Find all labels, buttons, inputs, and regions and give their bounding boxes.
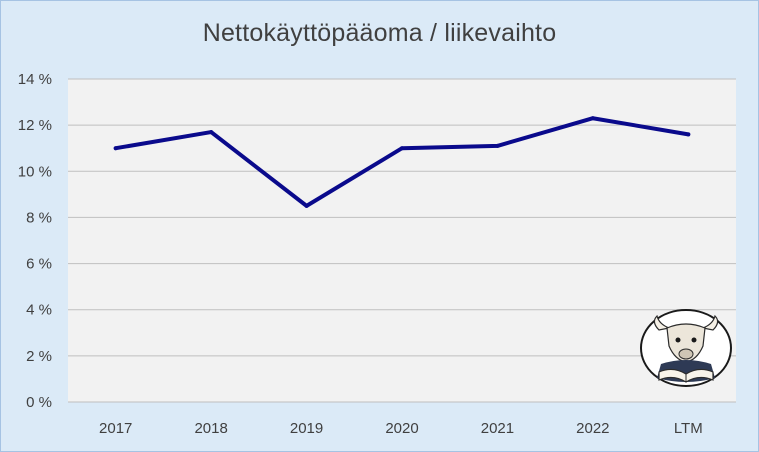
y-tick-label: 2 % [26,348,52,365]
x-axis-ticks: 2017 2018 2019 2020 2021 2022 LTM [99,420,703,437]
y-tick-label: 12 % [18,117,52,134]
y-axis-ticks: 0 % 2 % 4 % 6 % 8 % 10 % 12 % 14 % [18,71,52,411]
chart-title: Nettokäyttöpääoma / liikevaihto [202,19,557,47]
data-point [590,116,595,121]
x-tick-label: 2017 [99,420,132,437]
x-tick-label: 2021 [481,420,514,437]
data-point [113,146,118,151]
data-point [304,203,309,208]
x-tick-label: 2018 [194,420,227,437]
x-tick-label: LTM [674,420,703,437]
bull-logo-icon [640,309,732,387]
series-layer [113,116,691,208]
y-tick-label: 10 % [18,163,52,180]
data-point [209,130,214,135]
x-tick-label: 2020 [385,420,418,437]
data-point [495,143,500,148]
gridlines [68,78,736,403]
data-point [686,132,691,137]
y-tick-label: 4 % [26,302,52,319]
y-tick-label: 6 % [26,256,52,273]
x-tick-label: 2022 [576,420,609,437]
y-tick-label: 0 % [26,394,52,411]
y-tick-label: 14 % [18,71,52,88]
data-point [400,146,404,151]
plot-background [68,79,736,402]
x-tick-label: 2019 [290,420,323,437]
y-tick-label: 8 % [26,209,52,226]
